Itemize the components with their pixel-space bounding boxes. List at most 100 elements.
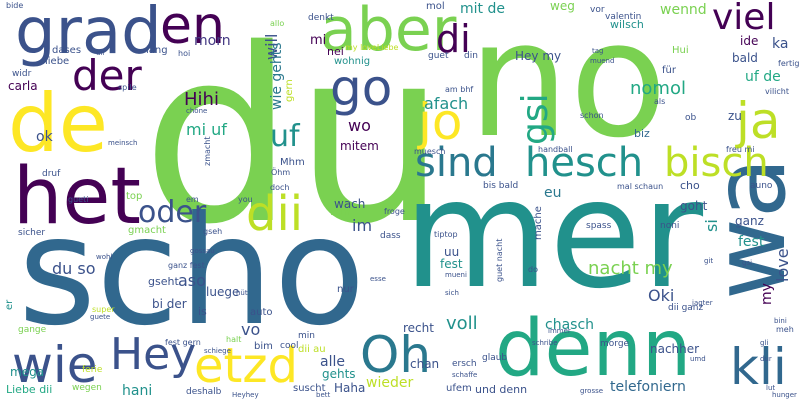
cloud-word: gsi [742,259,753,267]
cloud-word: bald [732,51,758,65]
cloud-word: grad [15,0,162,69]
cloud-word: gli [760,339,769,347]
cloud-word: guete [90,313,111,321]
cloud-word: super [92,305,115,314]
cloud-word: umd [690,355,706,363]
cloud-word: di [436,17,471,61]
cloud-word: wie gehts [269,42,285,110]
cloud-word: si [702,219,721,232]
cloud-word: wilsch [610,18,644,31]
cloud-word: ja [736,92,781,150]
cloud-word: nur [337,284,354,295]
cloud-word: Hey my [515,49,562,63]
cloud-word: Haha [334,381,366,395]
cloud-word: halt [226,335,242,344]
cloud-word: mache [533,206,544,240]
cloud-word: mi uf [186,120,227,139]
cloud-word: auto [250,307,273,318]
cloud-word: gmacht [128,225,166,236]
cloud-word: lang [146,45,168,56]
cloud-word: ferie [82,365,103,375]
cloud-word: spass [586,221,612,231]
cloud-word: vor [590,5,605,15]
cloud-word: telefoniern [610,379,686,395]
cloud-word: git [704,257,714,265]
cloud-word: wohl [96,253,113,261]
cloud-word: gsi [515,93,556,145]
cloud-word: schon [580,111,604,120]
cloud-word: mol [426,1,445,12]
cloud-word: im [352,216,373,235]
cloud-word: wo [348,116,371,135]
cloud-word: love [773,248,792,282]
cloud-word: chan [410,357,440,371]
cloud-word: und denn [475,383,528,396]
cloud-word: chasch [545,317,595,333]
cloud-word: gern [284,79,295,102]
cloud-word: wohnig [334,56,371,67]
cloud-word: uf de [745,69,781,85]
cloud-word: deshalb [186,387,222,397]
cloud-word: Heyhey [232,391,259,399]
cloud-word: luege [206,285,240,299]
cloud-word: schiege [204,347,231,355]
cloud-word: kli [730,338,787,396]
cloud-word: alle [320,354,345,370]
cloud-word: no [468,0,668,173]
cloud-word: nei [327,45,344,58]
cloud-word: widr [12,69,32,79]
cloud-word: din [464,51,478,61]
cloud-word: afach [424,94,469,113]
cloud-word: jagter [692,299,713,307]
cloud-word: dii [246,186,304,242]
cloud-word: du so [52,259,96,278]
cloud-word: hani [122,383,153,399]
cloud-word: mi [310,33,327,48]
cloud-word: zu [728,109,742,123]
cloud-word: druf [42,169,61,179]
cloud-word: go [330,59,393,117]
cloud-word: hunger [772,391,797,399]
cloud-word: du [142,0,447,277]
cloud-word: de [8,77,108,170]
cloud-word: ob [685,113,697,123]
cloud-word: ok [36,129,53,145]
cloud-word: dases [52,45,82,56]
cloud-word: immer [548,327,571,335]
cloud-word: scho [18,185,366,359]
cloud-word: sicher [18,228,46,238]
cloud-word: mitem [340,139,379,153]
cloud-word: ersch [452,359,477,369]
cloud-word: bis bald [483,181,519,191]
cloud-word: meinsch [108,139,138,147]
cloud-word: gossau [190,247,215,255]
cloud-word: Hihi [184,89,219,110]
cloud-word: voll [446,313,478,334]
cloud-word: dass [380,231,401,241]
cloud-word: bi der [152,297,187,311]
cloud-word: mal schaun [617,182,664,191]
cloud-word: allo [270,19,285,28]
cloud-word: het [13,152,142,242]
cloud-word: wie [12,336,98,394]
cloud-word: hüt [236,289,248,297]
cloud-word: ka [772,36,789,52]
cloud-word: froge [384,207,405,216]
cloud-word: jo [418,93,463,151]
cloud-word: nachher [650,342,700,356]
cloud-word: mega [10,365,45,379]
cloud-word: muesch [414,147,446,156]
cloud-word: guet [428,51,449,61]
cloud-word: mer [403,148,704,322]
cloud-word: viel [712,0,776,38]
cloud-word: my [759,283,775,305]
cloud-word: etzd [194,338,299,394]
cloud-word: suscht [293,383,326,394]
cloud-word: denkt [308,13,334,23]
cloud-word: uf [270,119,300,154]
cloud-word: uu [444,245,460,259]
cloud-word: zmacht [203,136,212,167]
cloud-word: oder [138,195,207,230]
cloud-word: cool [280,341,299,351]
